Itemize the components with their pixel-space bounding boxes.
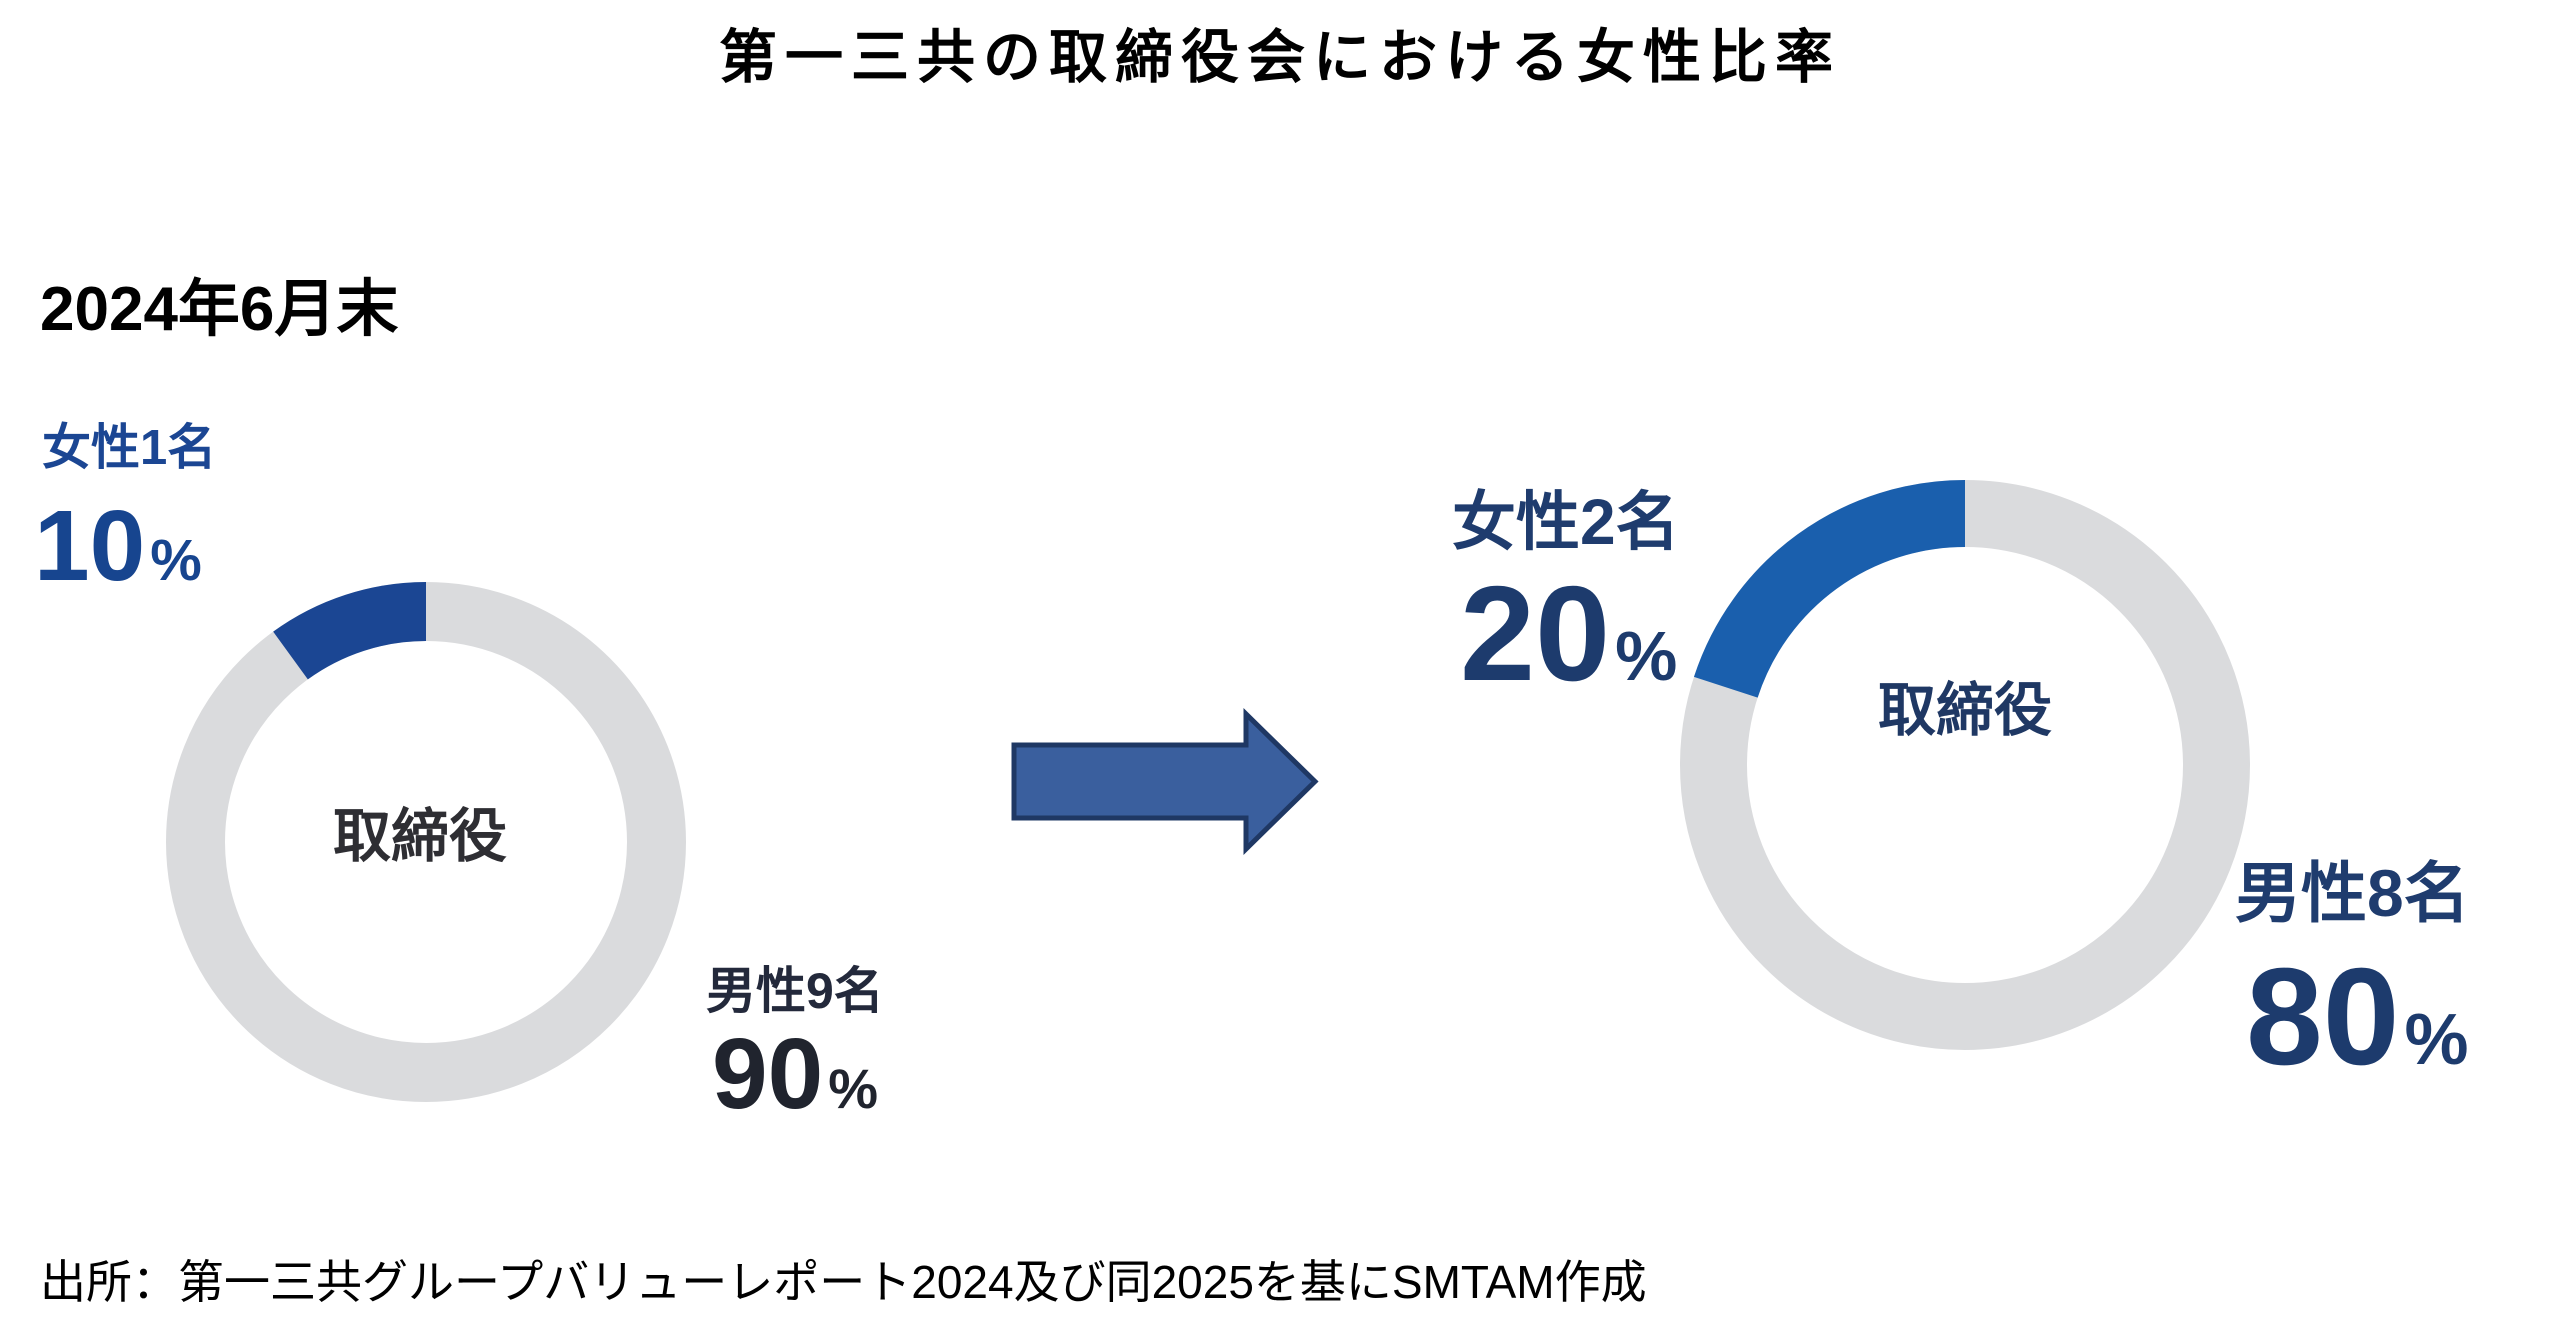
male-percent-value-2025: 80 (2246, 940, 2400, 1094)
male-percent-sign-2025: % (2404, 1000, 2469, 1080)
female-slice-percent-2024: 10 % (34, 496, 202, 596)
male-percent-value-2024: 90 (712, 1018, 824, 1130)
page-title: 第一三共の取締役会における女性比率 (718, 25, 1841, 90)
male-slice-percent-2025: 80 % (2246, 948, 2469, 1086)
female-slice-label-2025: 女性2名 (1452, 486, 1680, 558)
female-slice-label-2024: 女性1名 (42, 421, 217, 475)
male-slice-label-2024: 男性9名 (706, 963, 884, 1019)
female-percent-value-2025: 20 (1460, 558, 1611, 709)
donut-chart-2025 (1680, 480, 2250, 1050)
male-slice-label-2025: 男性8名 (2235, 856, 2470, 930)
female-percent-sign-2024: % (150, 528, 202, 593)
source-note: 出所：第一三共グループバリューレポート2024及び同2025を基にSMTAM作成 (40, 1256, 1647, 1308)
donut-chart-2024 (166, 582, 686, 1102)
donut-center-label-2025: 取締役 (1877, 678, 2053, 743)
female-percent-value-2024: 10 (34, 490, 146, 602)
donut-center-label-2024: 取締役 (332, 804, 508, 869)
male-slice-percent-2024: 90 % (712, 1024, 878, 1124)
period-label: 2024年6月末 (40, 275, 399, 344)
female-percent-sign-2025: % (1615, 617, 1678, 695)
female-slice-percent-2025: 20 % (1460, 566, 1677, 701)
transition-arrow-icon (1011, 708, 1319, 855)
male-percent-sign-2024: % (828, 1057, 879, 1120)
